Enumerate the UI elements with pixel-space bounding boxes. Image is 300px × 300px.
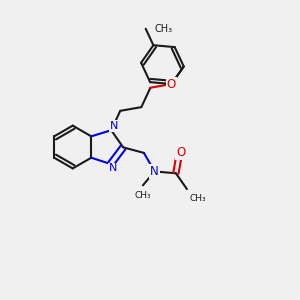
Text: CH₃: CH₃ <box>190 194 206 203</box>
Text: O: O <box>176 146 185 159</box>
Text: CH₃: CH₃ <box>154 24 172 34</box>
Text: N: N <box>109 164 117 173</box>
Text: N: N <box>110 121 118 131</box>
Text: N: N <box>150 165 159 178</box>
Text: CH₃: CH₃ <box>135 191 151 200</box>
Text: O: O <box>167 77 176 91</box>
